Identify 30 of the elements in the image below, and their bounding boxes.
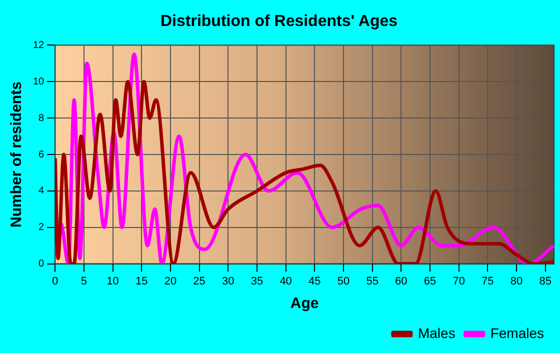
y-tick-label: 2 — [38, 222, 45, 234]
x-tick-label: 0 — [52, 275, 58, 288]
x-tick-label: 20 — [164, 275, 177, 288]
x-tick-label: 70 — [452, 275, 465, 288]
x-tick-label: 65 — [424, 275, 436, 288]
chart-title: Distribution of Residents' Ages — [160, 13, 398, 30]
x-tick-label: 60 — [395, 275, 408, 288]
x-tick-label: 30 — [222, 275, 234, 288]
x-tick-label: 25 — [193, 275, 206, 288]
x-tick-label: 10 — [106, 275, 119, 288]
x-tick-label: 50 — [337, 275, 350, 288]
y-tick-label: 0 — [38, 258, 45, 270]
x-tick-label: 45 — [308, 275, 321, 288]
legend-label: Females — [490, 324, 544, 341]
y-tick-label: 4 — [38, 186, 45, 197]
y-tick-label: 10 — [33, 76, 45, 88]
x-tick-label: 55 — [366, 275, 378, 288]
x-tick-label: 15 — [136, 275, 148, 288]
y-tick-label: 8 — [38, 112, 45, 124]
x-tick-label: 80 — [510, 275, 523, 288]
y-axis-title: Number of residents — [8, 82, 26, 228]
x-tick-label: 35 — [250, 275, 264, 288]
y-tick-label: 6 — [38, 149, 45, 160]
y-tick-label: 12 — [33, 40, 45, 51]
x-tick-label: 5 — [80, 275, 88, 288]
legend-label: Males — [418, 324, 456, 341]
x-axis-title: Age — [290, 295, 319, 312]
x-tick-label: 85 — [539, 275, 552, 288]
x-tick-label: 40 — [280, 275, 292, 288]
x-tick-label: 75 — [482, 275, 494, 288]
